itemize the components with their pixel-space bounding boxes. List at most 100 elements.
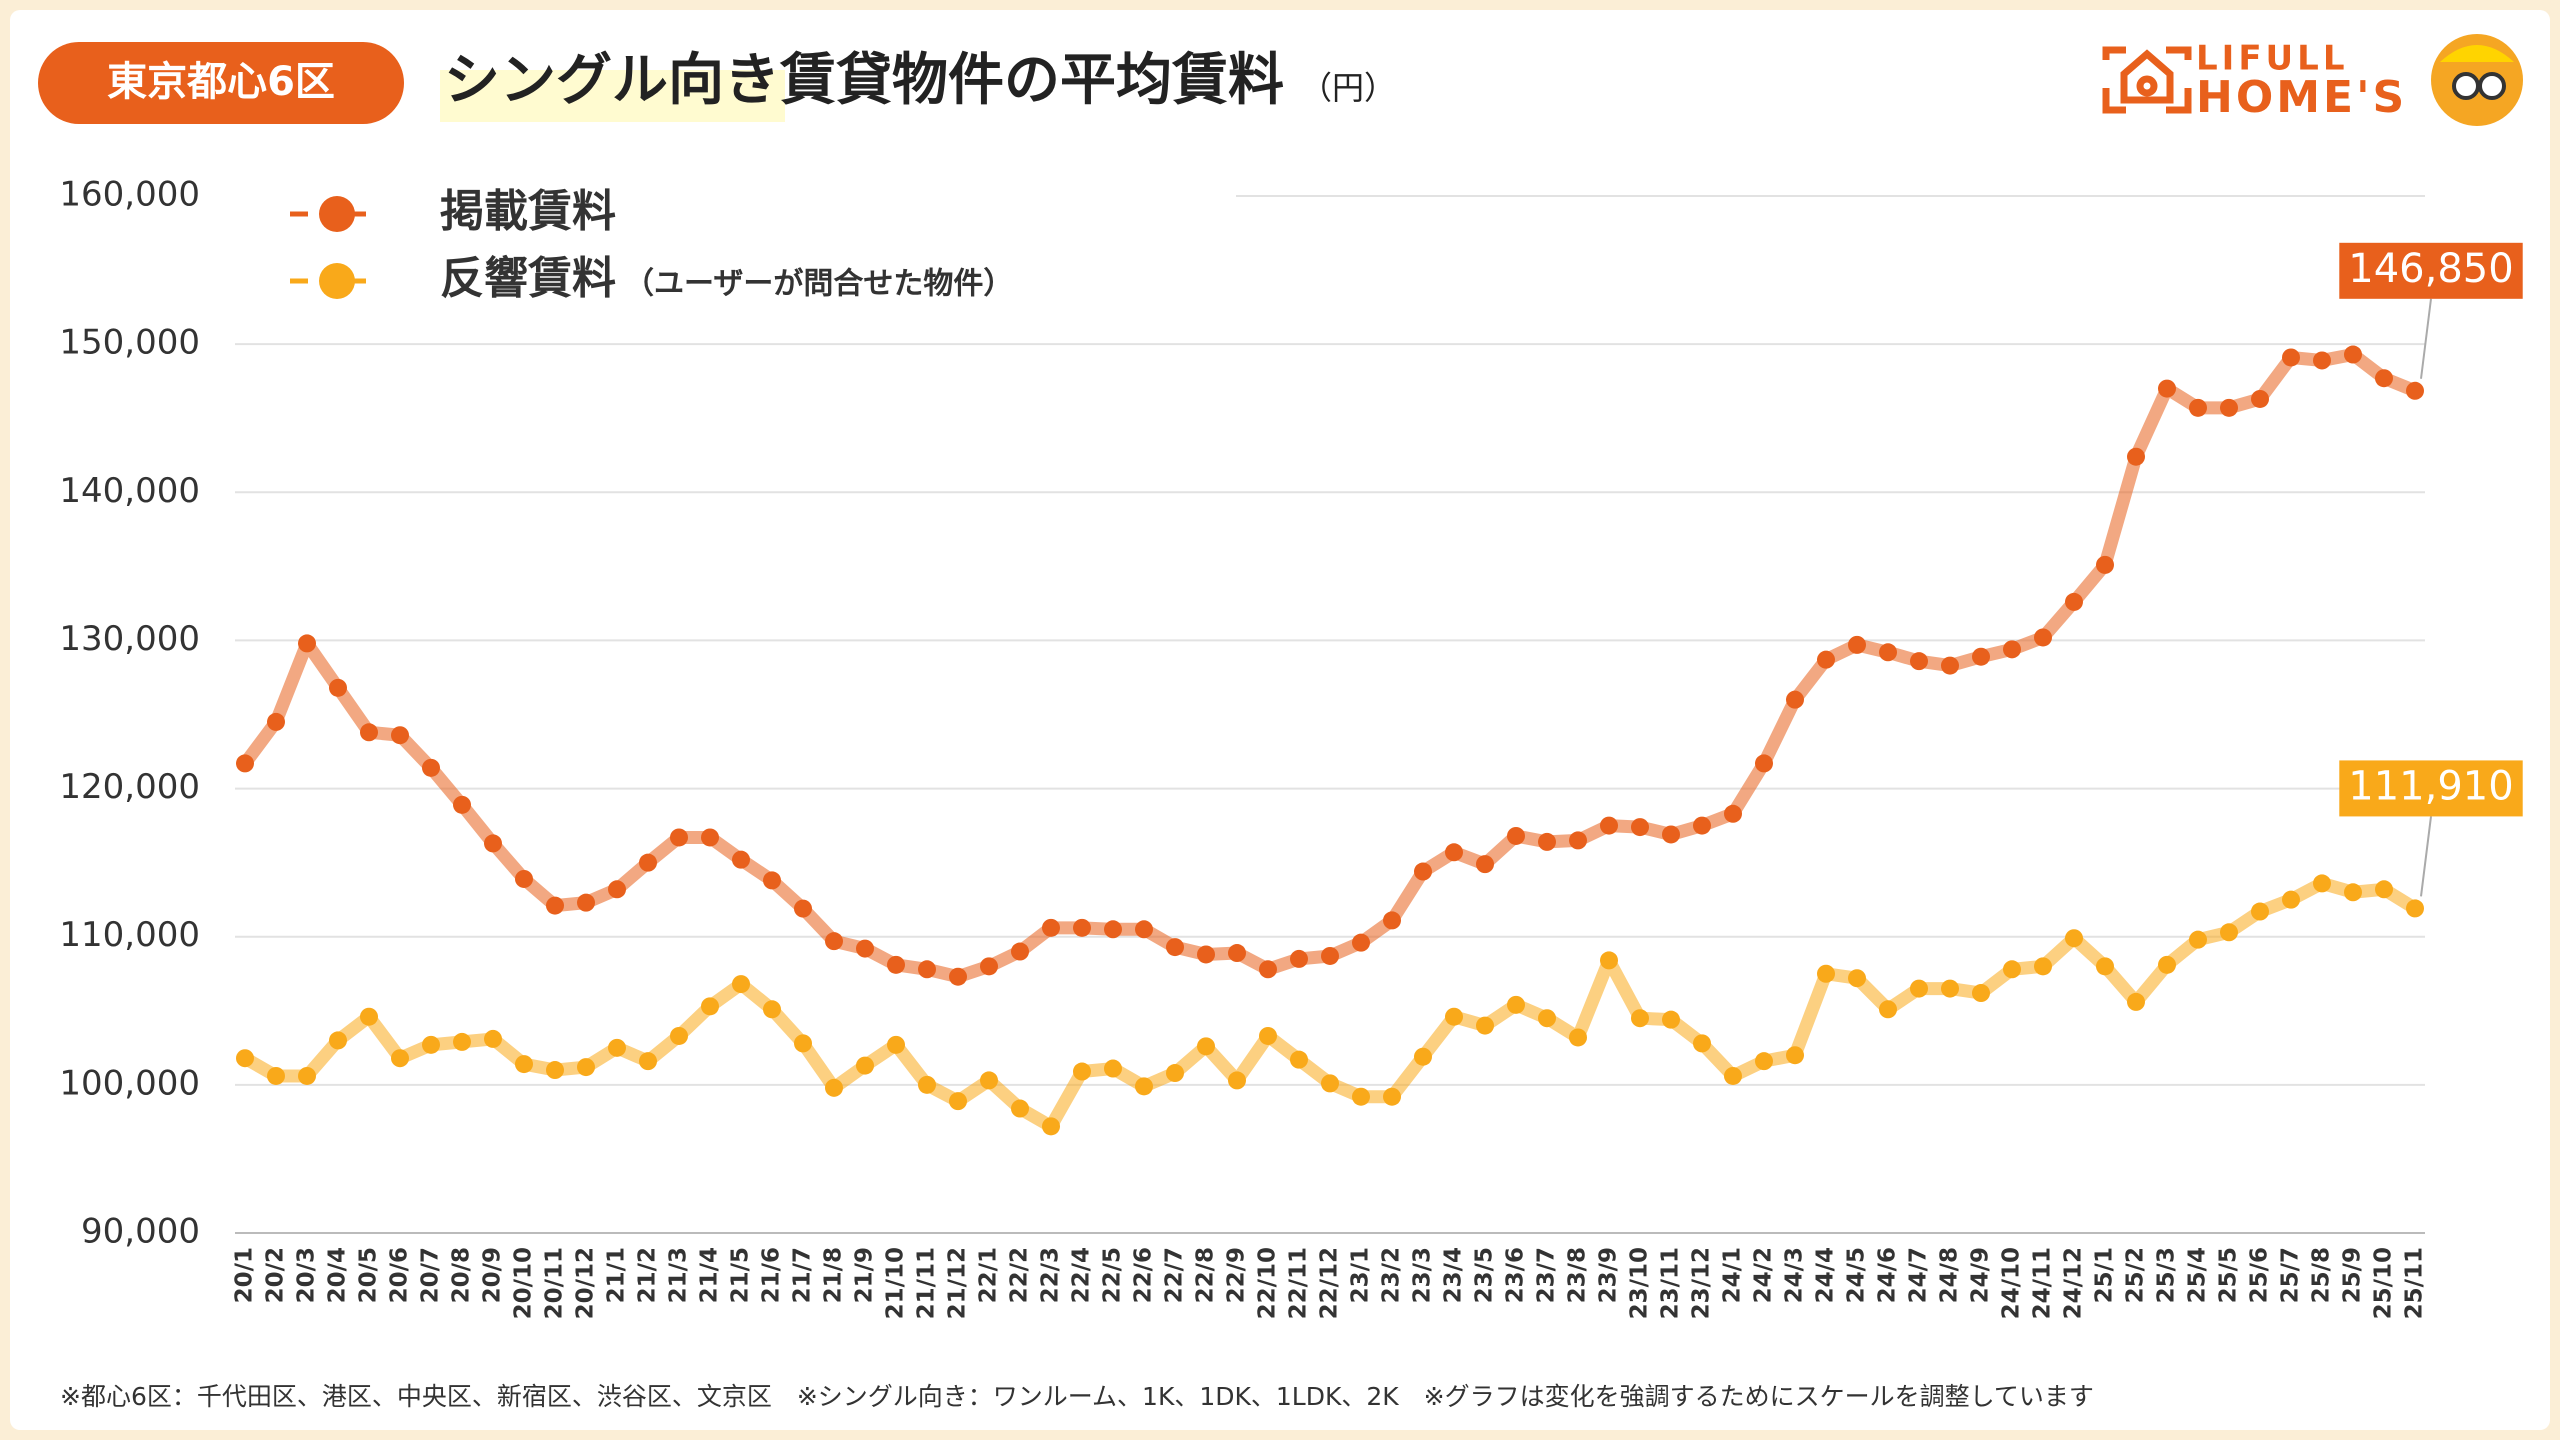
label-box (2339, 242, 2523, 299)
data-point (1290, 949, 1308, 968)
data-point (2189, 930, 2207, 949)
data-point (329, 678, 347, 697)
x-tick-label: 21/10 (883, 1247, 909, 1319)
data-point (422, 1035, 440, 1054)
logo-icon (2102, 46, 2192, 114)
data-point (608, 880, 626, 899)
data-point (2406, 381, 2424, 400)
legend-label: 掲載賃料 (440, 186, 616, 237)
data-point (856, 1056, 874, 1075)
x-tick-label: 23/9 (1596, 1247, 1622, 1303)
x-tick-label: 21/8 (821, 1247, 847, 1303)
data-point (2282, 348, 2300, 367)
data-point (1941, 656, 1959, 675)
x-tick-label: 20/12 (573, 1247, 599, 1319)
data-point (1135, 920, 1153, 939)
y-tick-label: 150,000 (59, 323, 200, 363)
data-point (1321, 1074, 1339, 1093)
x-tick-label: 22/5 (1100, 1247, 1126, 1303)
data-point (1352, 1087, 1370, 1106)
data-point (2065, 929, 2083, 948)
x-tick-label: 20/7 (418, 1247, 444, 1303)
data-point (1817, 964, 1835, 983)
x-tick-label: 20/6 (387, 1247, 413, 1303)
data-point (2127, 447, 2145, 466)
data-point (1848, 969, 1866, 988)
data-point (484, 834, 502, 853)
data-point (1383, 911, 1401, 930)
data-point (1228, 944, 1246, 963)
data-point (1104, 920, 1122, 939)
data-point (1662, 1010, 1680, 1029)
data-point (1476, 1016, 1494, 1035)
legend-marker (319, 196, 355, 232)
data-point (2313, 874, 2331, 893)
data-label: 146,850 (2348, 246, 2513, 292)
x-tick-label: 25/2 (2123, 1247, 2149, 1303)
data-point (763, 871, 781, 890)
x-tick-label: 25/5 (2216, 1247, 2242, 1303)
data-point (608, 1038, 626, 1057)
data-point (2251, 389, 2269, 408)
data-point (1600, 951, 1618, 970)
data-point (391, 726, 409, 745)
x-tick-label: 21/12 (945, 1247, 971, 1319)
x-tick-label: 22/12 (1317, 1247, 1343, 1319)
x-tick-label: 20/8 (449, 1247, 475, 1303)
data-point (1383, 1087, 1401, 1106)
y-tick-label: 110,000 (59, 915, 200, 955)
x-tick-label: 21/11 (914, 1247, 940, 1319)
data-point (1042, 918, 1060, 937)
x-tick-label: 20/1 (232, 1247, 258, 1303)
x-tick-label: 22/4 (1069, 1247, 1095, 1303)
data-point (1197, 945, 1215, 964)
x-tick-label: 24/8 (1937, 1247, 1963, 1303)
data-point (1538, 1009, 1556, 1028)
data-label: 111,910 (2348, 763, 2513, 809)
label-leader (2420, 298, 2432, 379)
data-point (701, 997, 719, 1016)
y-tick-label: 130,000 (59, 619, 200, 659)
x-tick-label: 25/1 (2092, 1247, 2118, 1303)
x-tick-label: 22/3 (1038, 1247, 1064, 1303)
data-point (1631, 818, 1649, 837)
data-point (2375, 880, 2393, 899)
data-point (949, 1092, 967, 1111)
unit: （円） (1300, 69, 1396, 107)
data-point (2313, 351, 2331, 370)
data-point (2406, 899, 2424, 918)
x-tick-label: 21/7 (790, 1247, 816, 1303)
data-point (484, 1029, 502, 1048)
x-tick-label: 22/8 (1193, 1247, 1219, 1303)
data-point (1724, 804, 1742, 823)
data-point (794, 1034, 812, 1053)
x-tick-label: 22/10 (1255, 1247, 1281, 1319)
data-point (639, 853, 657, 872)
legend-note: （ユーザーが問合せた物件） (624, 267, 1013, 302)
data-point (2127, 992, 2145, 1011)
data-point (2344, 345, 2362, 364)
data-point (1879, 1000, 1897, 1019)
data-point (298, 634, 316, 653)
y-tick-label: 160,000 (59, 175, 200, 215)
x-tick-label: 24/6 (1875, 1247, 1901, 1303)
data-point (577, 893, 595, 912)
data-point (515, 869, 533, 888)
x-tick-label: 24/4 (1813, 1247, 1839, 1303)
data-point (1228, 1071, 1246, 1090)
data-point (1507, 995, 1525, 1014)
x-tick-label: 21/9 (852, 1247, 878, 1303)
data-point (1755, 754, 1773, 773)
data-point (267, 712, 285, 731)
data-point (298, 1066, 316, 1085)
x-tick-label: 21/1 (604, 1247, 630, 1303)
data-point (2158, 379, 2176, 398)
x-tick-label: 23/11 (1658, 1247, 1684, 1319)
data-point (2220, 923, 2238, 942)
data-point (1755, 1052, 1773, 1071)
x-tick-label: 22/1 (976, 1247, 1002, 1303)
x-tick-label: 23/6 (1503, 1247, 1529, 1303)
data-point (825, 1078, 843, 1097)
data-point (856, 939, 874, 958)
